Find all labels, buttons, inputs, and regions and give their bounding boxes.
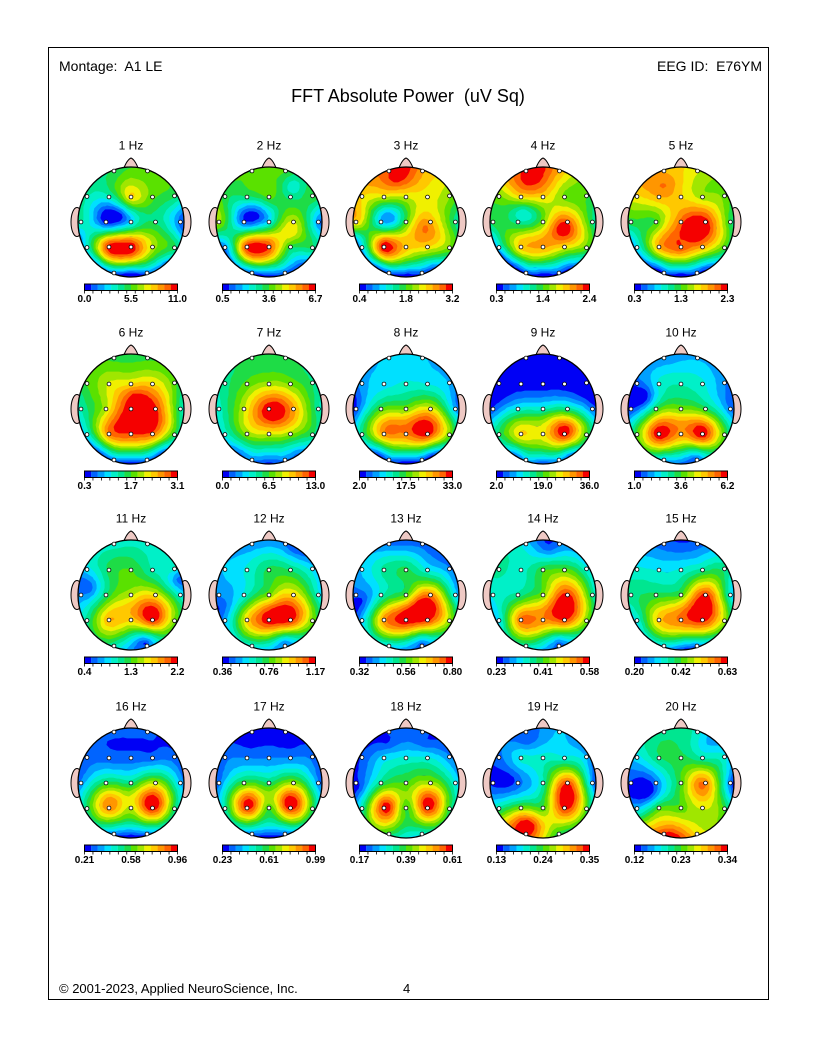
svg-text:11 Hz: 11 Hz: [116, 512, 146, 526]
svg-text:0.12: 0.12: [625, 855, 645, 866]
svg-text:36.0: 36.0: [580, 481, 600, 492]
svg-text:1.17: 1.17: [305, 667, 325, 678]
svg-text:2.4: 2.4: [583, 294, 597, 305]
svg-text:1.3: 1.3: [674, 294, 688, 305]
svg-text:5.5: 5.5: [124, 294, 138, 305]
svg-text:5 Hz: 5 Hz: [668, 138, 693, 152]
svg-text:1.0: 1.0: [627, 481, 641, 492]
svg-text:2.0: 2.0: [353, 481, 367, 492]
svg-text:2.3: 2.3: [720, 294, 734, 305]
svg-text:18 Hz: 18 Hz: [390, 699, 421, 713]
svg-text:0.80: 0.80: [443, 667, 463, 678]
svg-text:3.1: 3.1: [171, 481, 185, 492]
svg-text:0.34: 0.34: [718, 855, 738, 866]
svg-text:0.76: 0.76: [259, 667, 279, 678]
svg-text:16 Hz: 16 Hz: [116, 699, 147, 713]
svg-text:1.3: 1.3: [124, 667, 138, 678]
svg-text:0.41: 0.41: [534, 667, 554, 678]
svg-text:0.56: 0.56: [396, 667, 416, 678]
svg-text:2.0: 2.0: [490, 481, 504, 492]
svg-text:6.2: 6.2: [720, 481, 734, 492]
svg-text:0.32: 0.32: [350, 667, 370, 678]
svg-text:15 Hz: 15 Hz: [665, 512, 696, 526]
svg-text:9 Hz: 9 Hz: [531, 326, 556, 340]
svg-text:0.96: 0.96: [168, 855, 188, 866]
svg-text:1.8: 1.8: [399, 294, 413, 305]
svg-text:0.23: 0.23: [487, 667, 507, 678]
svg-text:0.24: 0.24: [534, 855, 554, 866]
svg-text:0.17: 0.17: [350, 855, 370, 866]
svg-text:4 Hz: 4 Hz: [531, 138, 556, 152]
svg-text:8 Hz: 8 Hz: [394, 326, 419, 340]
svg-text:0.3: 0.3: [627, 294, 641, 305]
svg-text:1 Hz: 1 Hz: [119, 138, 144, 152]
svg-text:0.5: 0.5: [215, 294, 229, 305]
svg-text:19.0: 19.0: [534, 481, 554, 492]
svg-text:10 Hz: 10 Hz: [665, 326, 696, 340]
svg-text:0.99: 0.99: [305, 855, 325, 866]
svg-text:20 Hz: 20 Hz: [665, 699, 696, 713]
svg-text:0.58: 0.58: [580, 667, 600, 678]
svg-text:12 Hz: 12 Hz: [253, 512, 284, 526]
svg-text:6.7: 6.7: [308, 294, 322, 305]
svg-text:0.61: 0.61: [443, 855, 463, 866]
svg-text:0.4: 0.4: [353, 294, 367, 305]
svg-text:3 Hz: 3 Hz: [394, 138, 419, 152]
svg-text:6.5: 6.5: [262, 481, 276, 492]
svg-text:19 Hz: 19 Hz: [528, 699, 559, 713]
svg-text:11.0: 11.0: [168, 294, 187, 305]
svg-text:0.39: 0.39: [396, 855, 416, 866]
svg-text:2 Hz: 2 Hz: [256, 138, 281, 152]
svg-text:0.21: 0.21: [75, 855, 95, 866]
svg-text:0.0: 0.0: [78, 294, 92, 305]
svg-text:0.13: 0.13: [487, 855, 507, 866]
svg-text:0.4: 0.4: [78, 667, 92, 678]
svg-text:1.7: 1.7: [124, 481, 138, 492]
svg-text:33.0: 33.0: [443, 481, 463, 492]
svg-text:3.2: 3.2: [446, 294, 460, 305]
svg-text:0.58: 0.58: [122, 855, 142, 866]
svg-text:0.0: 0.0: [215, 481, 229, 492]
svg-text:13.0: 13.0: [305, 481, 325, 492]
svg-text:0.23: 0.23: [671, 855, 691, 866]
svg-text:0.3: 0.3: [490, 294, 504, 305]
svg-text:14 Hz: 14 Hz: [528, 512, 559, 526]
svg-text:0.61: 0.61: [259, 855, 279, 866]
svg-text:1.4: 1.4: [536, 294, 550, 305]
svg-text:0.23: 0.23: [212, 855, 232, 866]
svg-text:0.20: 0.20: [625, 667, 645, 678]
svg-text:0.63: 0.63: [718, 667, 738, 678]
svg-text:17 Hz: 17 Hz: [253, 699, 284, 713]
svg-text:13 Hz: 13 Hz: [390, 512, 421, 526]
svg-text:7 Hz: 7 Hz: [256, 326, 281, 340]
svg-text:0.35: 0.35: [580, 855, 600, 866]
svg-text:17.5: 17.5: [396, 481, 416, 492]
svg-text:0.36: 0.36: [212, 667, 232, 678]
svg-text:6 Hz: 6 Hz: [119, 326, 144, 340]
svg-text:3.6: 3.6: [262, 294, 276, 305]
svg-text:2.2: 2.2: [171, 667, 185, 678]
svg-text:0.3: 0.3: [78, 481, 92, 492]
svg-text:0.42: 0.42: [671, 667, 691, 678]
svg-text:3.6: 3.6: [674, 481, 688, 492]
